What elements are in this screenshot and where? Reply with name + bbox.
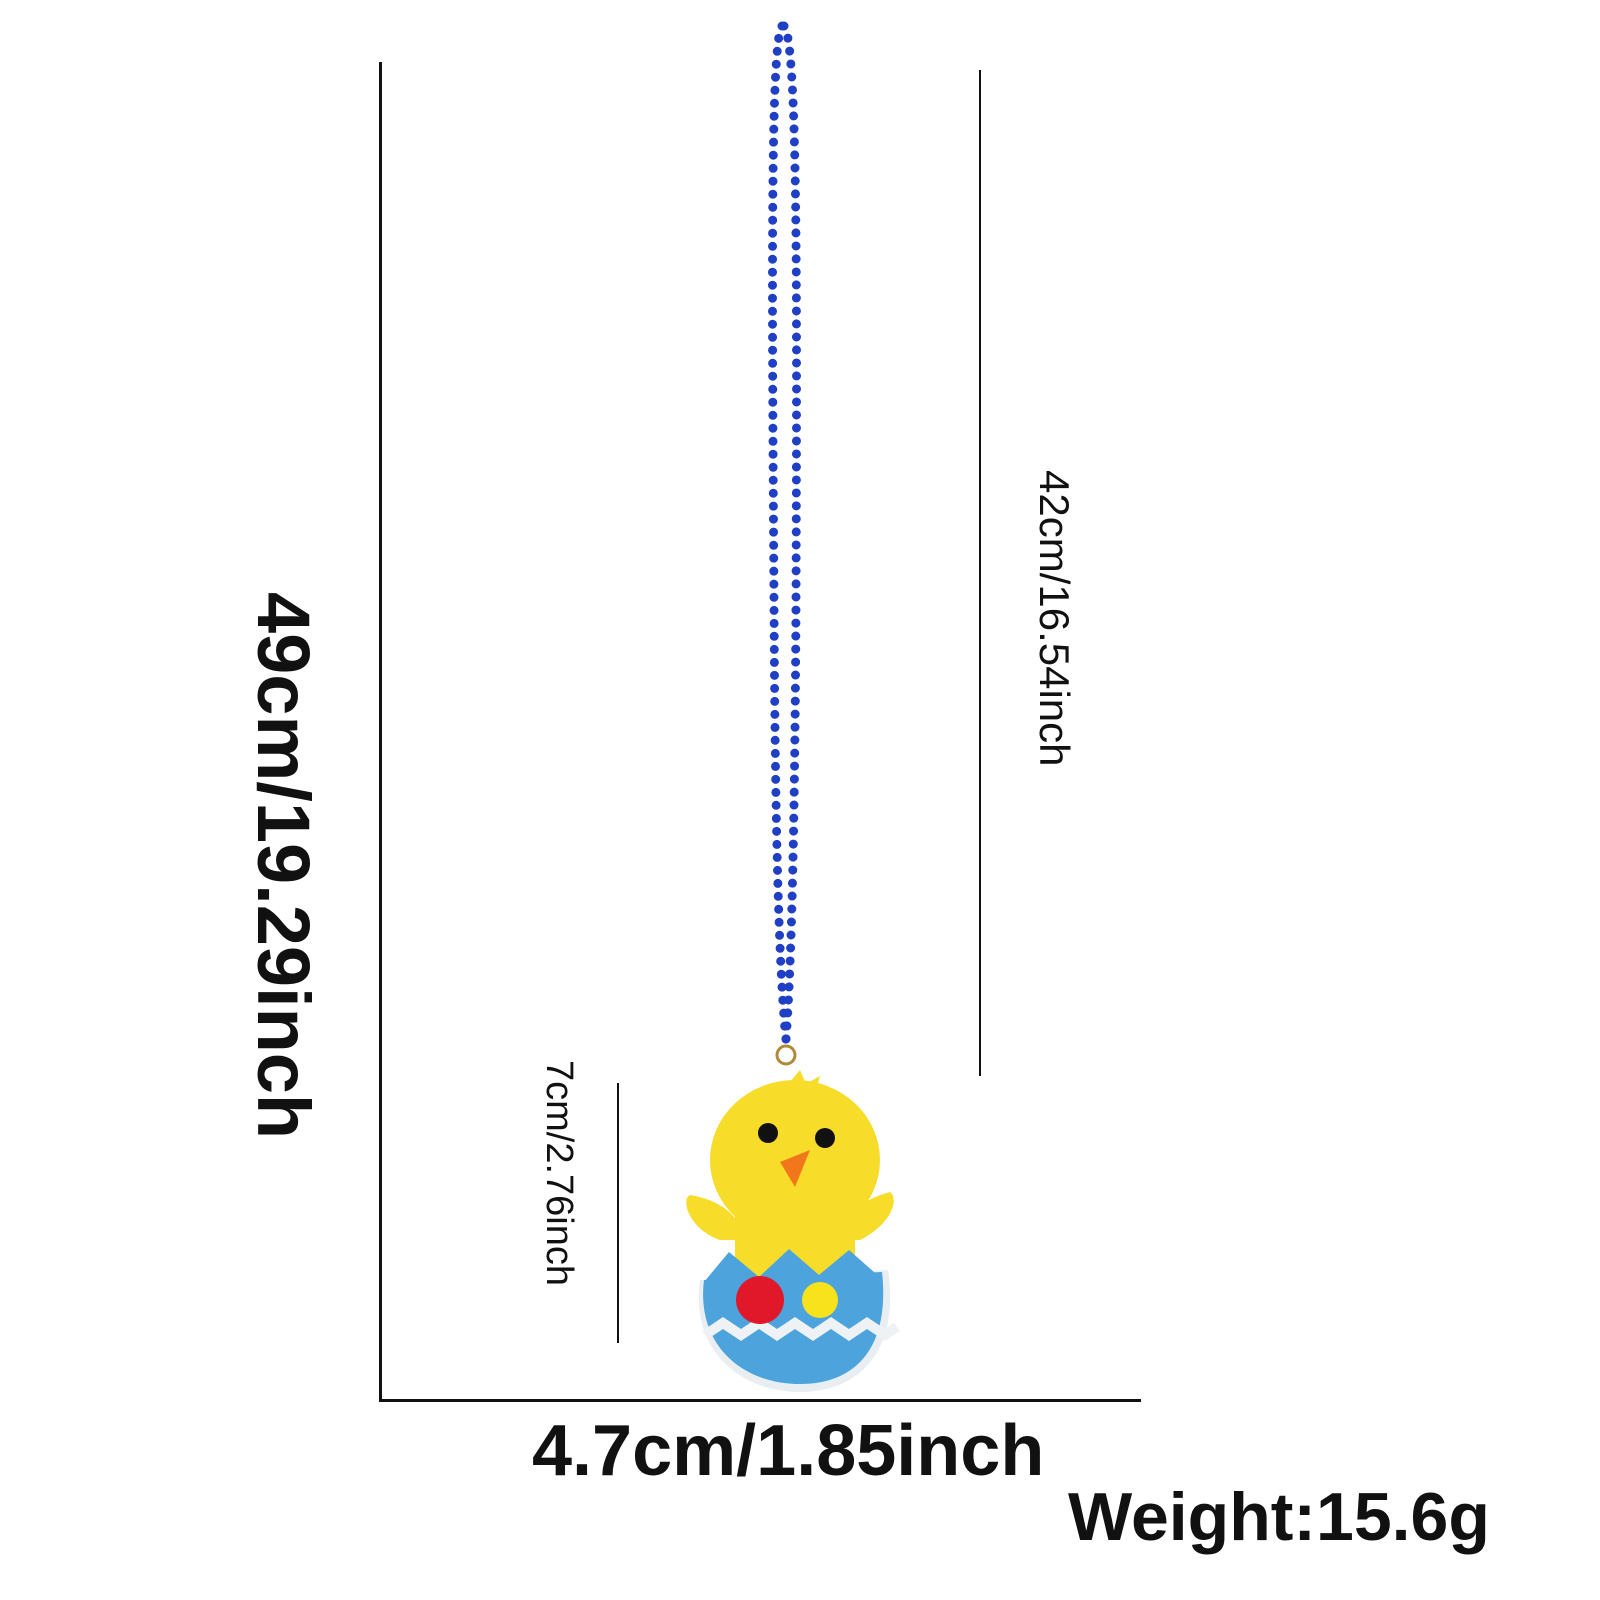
chick-pendant (686, 1070, 900, 1392)
pendant-width-label: 4.7cm/1.85inch (532, 1411, 1045, 1491)
width-line (379, 1399, 1141, 1402)
bead-chain (767, 21, 802, 1045)
yellow-pompom (802, 1282, 838, 1318)
weight-label: Weight:15.6g (1068, 1479, 1490, 1555)
jump-ring (775, 1044, 797, 1066)
total-length-line (379, 62, 382, 1402)
red-pompom (736, 1276, 784, 1324)
chain-length-line (979, 70, 981, 1076)
pendant-height-line (617, 1083, 619, 1343)
